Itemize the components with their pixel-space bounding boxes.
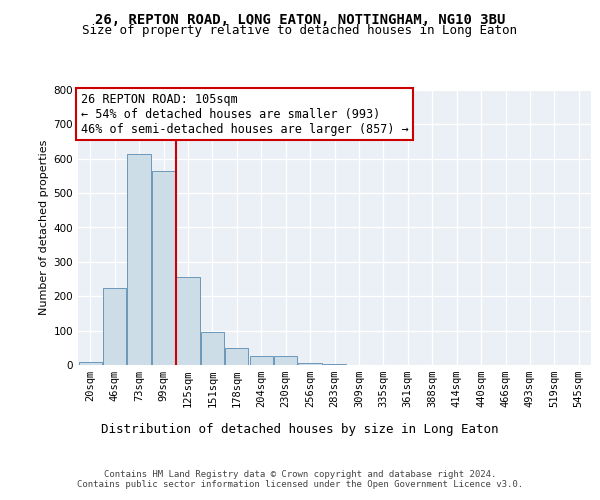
Bar <box>298 362 322 365</box>
Bar <box>103 288 126 365</box>
Text: Size of property relative to detached houses in Long Eaton: Size of property relative to detached ho… <box>83 24 517 37</box>
Bar <box>323 364 346 365</box>
Text: Contains HM Land Registry data © Crown copyright and database right 2024.
Contai: Contains HM Land Registry data © Crown c… <box>77 470 523 490</box>
Bar <box>176 278 200 365</box>
Bar <box>79 362 102 365</box>
Bar <box>225 348 248 365</box>
Bar <box>250 356 273 365</box>
Bar <box>201 332 224 365</box>
Bar <box>274 356 297 365</box>
Bar <box>152 171 175 365</box>
Text: Distribution of detached houses by size in Long Eaton: Distribution of detached houses by size … <box>101 422 499 436</box>
Text: 26 REPTON ROAD: 105sqm
← 54% of detached houses are smaller (993)
46% of semi-de: 26 REPTON ROAD: 105sqm ← 54% of detached… <box>80 92 409 136</box>
Bar <box>127 154 151 365</box>
Y-axis label: Number of detached properties: Number of detached properties <box>40 140 49 315</box>
Text: 26, REPTON ROAD, LONG EATON, NOTTINGHAM, NG10 3BU: 26, REPTON ROAD, LONG EATON, NOTTINGHAM,… <box>95 12 505 26</box>
